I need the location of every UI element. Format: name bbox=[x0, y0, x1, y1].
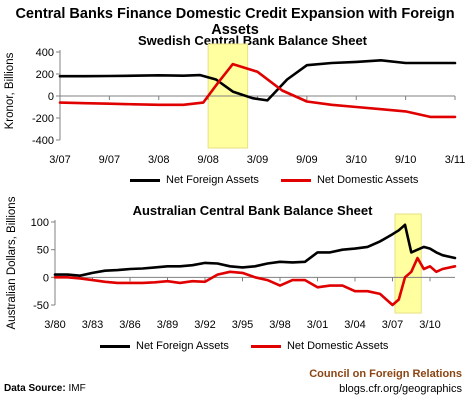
chart1-y-tick-label: -200 bbox=[32, 113, 54, 125]
legend-label: Net Domestic Assets bbox=[316, 174, 419, 186]
chart2-x-tick-label: 3/04 bbox=[344, 319, 365, 331]
chart2-series-net-domestic-assets-line bbox=[53, 256, 457, 307]
chart1-y-tick-label: 200 bbox=[36, 69, 54, 81]
chart2-legend-foreign: Net Foreign Assets bbox=[100, 340, 229, 352]
chart2-y-tick-label: 50 bbox=[37, 245, 49, 257]
chart1-legend: Net Foreign Assets Net Domestic Assets bbox=[130, 174, 440, 186]
legend-swatch-black bbox=[130, 178, 160, 182]
chart1-y-tick-label: -400 bbox=[32, 135, 54, 147]
chart2-x-tick-label: 3/10 bbox=[419, 319, 440, 331]
chart2-x-tick-label: 3/86 bbox=[119, 319, 140, 331]
chart2-x-tick-label: 3/89 bbox=[157, 319, 178, 331]
chart2-legend-domestic: Net Domestic Assets bbox=[250, 340, 389, 352]
data-source: Data Source: IMF bbox=[4, 383, 86, 394]
chart1-y-tick-label: 0 bbox=[48, 91, 54, 103]
chart1-x-tick-label: 3/11 bbox=[445, 154, 466, 166]
chart2-x-tick-label: 3/07 bbox=[382, 319, 403, 331]
legend-label: Net Foreign Assets bbox=[136, 340, 229, 352]
chart1-x-tick-label: 9/07 bbox=[99, 154, 120, 166]
org-name: Council on Foreign Relations bbox=[309, 368, 462, 380]
chart1-x-tick-label: 9/09 bbox=[296, 154, 317, 166]
legend-swatch-black bbox=[100, 344, 130, 348]
chart1-x-tick-label: 3/08 bbox=[148, 154, 169, 166]
legend-swatch-red bbox=[280, 178, 311, 182]
chart2-x-tick-label: 3/98 bbox=[269, 319, 290, 331]
org-url: blogs.cfr.org/geographics bbox=[339, 383, 462, 395]
chart2-legend: Net Foreign Assets Net Domestic Assets bbox=[100, 340, 410, 352]
chart1-x-tick-label: 3/10 bbox=[346, 154, 367, 166]
chart1-legend-domestic: Net Domestic Assets bbox=[280, 174, 419, 186]
chart2-y-tick-label: 100 bbox=[31, 217, 49, 229]
chart1-legend-foreign: Net Foreign Assets bbox=[130, 174, 259, 186]
chart1-x-tick-label: 3/07 bbox=[49, 154, 70, 166]
chart2-series-net-foreign-assets-line bbox=[53, 223, 457, 278]
chart1-x-tick-label: 3/09 bbox=[247, 154, 268, 166]
chart2-x-tick-label: 3/95 bbox=[232, 319, 253, 331]
chart2-x-tick-label: 3/92 bbox=[194, 319, 215, 331]
chart1-title: Swedish Central Bank Balance Sheet bbox=[137, 33, 368, 48]
chart2-x-tick-label: 3/83 bbox=[82, 319, 103, 331]
chart2-y-tick-label: -50 bbox=[33, 300, 49, 312]
chart2-x-tick-label: 3/80 bbox=[44, 319, 65, 331]
chart1-x-tick-label: 9/08 bbox=[197, 154, 218, 166]
data-source-label: Data Source: bbox=[4, 383, 66, 394]
chart2-y-tick-label: 0 bbox=[43, 272, 49, 284]
data-source-value: IMF bbox=[68, 383, 86, 394]
page-title: Central Banks Finance Domestic Credit Ex… bbox=[15, 6, 455, 38]
legend-label: Net Domestic Assets bbox=[286, 340, 389, 352]
chart1-y-tick-label: 400 bbox=[36, 47, 54, 59]
legend-label: Net Foreign Assets bbox=[166, 174, 259, 186]
footer-credit: Council on Foreign Relations blogs.cfr.o… bbox=[309, 367, 462, 397]
chart1-series-net-domestic-assets-line bbox=[58, 62, 457, 119]
chart2-title: Australian Central Bank Balance Sheet bbox=[132, 203, 373, 218]
legend-swatch-red bbox=[250, 344, 281, 348]
chart1-series-net-foreign-assets-line bbox=[58, 58, 457, 102]
chart2-x-tick-label: 3/01 bbox=[307, 319, 328, 331]
chart1-x-tick-label: 9/10 bbox=[395, 154, 416, 166]
